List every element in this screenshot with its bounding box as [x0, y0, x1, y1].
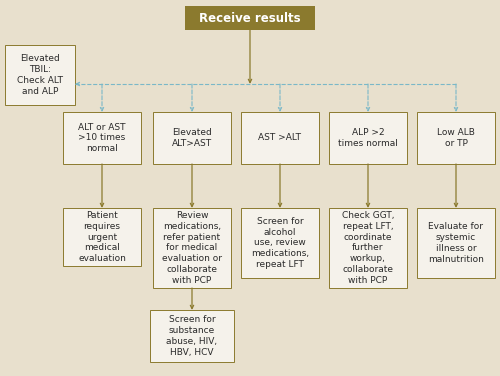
- Text: ALP >2
times normal: ALP >2 times normal: [338, 128, 398, 148]
- Text: ALT or AST
>10 times
normal: ALT or AST >10 times normal: [78, 123, 126, 153]
- Text: Low ALB
or TP: Low ALB or TP: [437, 128, 475, 148]
- Text: Evaluate for
systemic
illness or
malnutrition: Evaluate for systemic illness or malnutr…: [428, 222, 484, 264]
- Text: Screen for
alcohol
use, review
medications,
repeat LFT: Screen for alcohol use, review medicatio…: [251, 217, 309, 269]
- Text: Elevated
ALT>AST: Elevated ALT>AST: [172, 128, 212, 148]
- FancyBboxPatch shape: [185, 6, 315, 30]
- Text: Elevated
TBIL:
Check ALT
and ALP: Elevated TBIL: Check ALT and ALP: [17, 55, 63, 96]
- FancyBboxPatch shape: [153, 208, 231, 288]
- FancyBboxPatch shape: [5, 45, 75, 105]
- Text: Review
medications,
refer patient
for medical
evaluation or
collaborate
with PCP: Review medications, refer patient for me…: [162, 211, 222, 285]
- Text: Check GGT,
repeat LFT,
coordinate
further
workup,
collaborate
with PCP: Check GGT, repeat LFT, coordinate furthe…: [342, 211, 394, 285]
- FancyBboxPatch shape: [63, 112, 141, 164]
- FancyBboxPatch shape: [417, 208, 495, 278]
- FancyBboxPatch shape: [150, 310, 234, 362]
- Text: Screen for
substance
abuse, HIV,
HBV, HCV: Screen for substance abuse, HIV, HBV, HC…: [166, 315, 218, 356]
- FancyBboxPatch shape: [417, 112, 495, 164]
- Text: Receive results: Receive results: [199, 12, 301, 24]
- Text: AST >ALT: AST >ALT: [258, 133, 302, 143]
- FancyBboxPatch shape: [153, 112, 231, 164]
- FancyBboxPatch shape: [329, 208, 407, 288]
- FancyBboxPatch shape: [241, 208, 319, 278]
- Text: Patient
requires
urgent
medical
evaluation: Patient requires urgent medical evaluati…: [78, 211, 126, 263]
- FancyBboxPatch shape: [241, 112, 319, 164]
- FancyBboxPatch shape: [63, 208, 141, 266]
- FancyBboxPatch shape: [329, 112, 407, 164]
